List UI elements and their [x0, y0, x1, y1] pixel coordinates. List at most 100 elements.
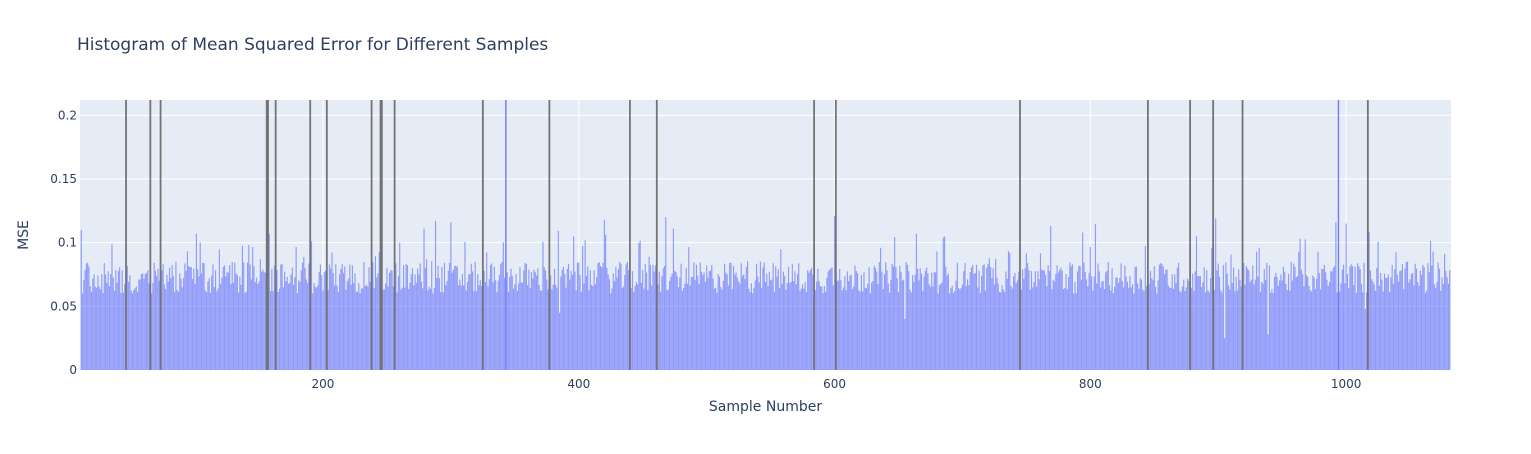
bar: [528, 269, 530, 370]
bar: [1185, 287, 1187, 370]
bar: [492, 282, 494, 370]
bar: [136, 291, 139, 370]
bar: [1055, 273, 1057, 370]
bar: [885, 262, 887, 370]
bar: [653, 271, 655, 370]
bar: [909, 289, 911, 370]
bar: [93, 274, 95, 370]
bar: [1110, 290, 1112, 370]
bar: [347, 278, 350, 370]
bar-tall: [505, 100, 507, 370]
bar: [570, 270, 572, 370]
bar: [483, 270, 485, 370]
bar: [926, 267, 928, 370]
bar: [313, 283, 315, 370]
bar: [1119, 277, 1121, 370]
bar: [798, 263, 800, 370]
bar: [261, 271, 263, 370]
bar: [203, 263, 205, 370]
bar: [1209, 278, 1212, 370]
bar: [220, 283, 222, 370]
bar: [1156, 293, 1158, 370]
bar: [727, 285, 729, 370]
bar: [472, 271, 474, 370]
bar: [1076, 271, 1079, 370]
bar: [1029, 289, 1031, 370]
bar: [790, 281, 792, 370]
bar: [395, 263, 397, 370]
bar: [130, 290, 132, 370]
bar: [566, 268, 568, 370]
bar: [295, 246, 297, 370]
bar: [351, 265, 353, 370]
bar: [1266, 262, 1268, 370]
bar: [300, 270, 302, 370]
bar: [1024, 268, 1026, 370]
bar: [845, 290, 847, 370]
bar: [1281, 280, 1283, 370]
bar: [1336, 292, 1338, 370]
bar: [1279, 280, 1281, 370]
bar: [195, 233, 197, 370]
bar: [674, 270, 676, 370]
bar: [743, 274, 745, 370]
bar: [272, 291, 274, 370]
bar: [984, 290, 987, 370]
bar: [698, 284, 700, 370]
bar: [1052, 279, 1054, 370]
bar: [1149, 270, 1152, 370]
bar: [1105, 272, 1107, 370]
bar-tall: [834, 100, 837, 370]
bar: [979, 293, 981, 370]
bar: [234, 262, 236, 370]
bar: [133, 290, 135, 370]
bar: [1355, 292, 1357, 370]
bar: [1252, 265, 1254, 370]
bar: [1115, 277, 1117, 370]
bar: [1325, 272, 1327, 370]
bar: [463, 285, 465, 370]
bar: [413, 285, 415, 370]
bar: [842, 287, 845, 370]
bar: [1250, 279, 1253, 370]
bar: [753, 287, 755, 370]
bar: [689, 285, 691, 370]
bar: [1048, 271, 1050, 370]
bar: [1344, 283, 1346, 370]
bar: [498, 274, 501, 370]
bar: [335, 264, 337, 370]
bar: [619, 261, 621, 370]
bar: [607, 274, 609, 370]
bar: [1412, 272, 1414, 370]
bar: [533, 269, 535, 370]
bar: [431, 261, 433, 370]
bar: [282, 287, 284, 370]
bar: [732, 266, 735, 370]
bar: [947, 273, 949, 370]
bar: [209, 292, 212, 370]
bar: [1047, 265, 1049, 370]
bar: [1092, 290, 1094, 370]
bar: [443, 262, 446, 370]
bar: [972, 265, 974, 370]
bar: [162, 264, 164, 370]
bar: [87, 262, 89, 370]
bar: [1163, 274, 1166, 370]
bar: [1206, 269, 1208, 370]
bar: [1037, 271, 1039, 370]
bar: [681, 291, 683, 370]
bar: [611, 288, 613, 370]
bar: [747, 261, 749, 370]
bar-tall: [1366, 100, 1369, 370]
bar: [978, 270, 980, 370]
bar: [1406, 261, 1409, 370]
bar: [1160, 263, 1162, 370]
bar: [956, 262, 958, 370]
bar: [809, 270, 811, 370]
bar: [918, 280, 920, 370]
bar: [712, 278, 714, 370]
bar: [353, 283, 355, 370]
bar: [846, 271, 848, 370]
bar: [1108, 285, 1111, 370]
bar: [702, 275, 704, 370]
